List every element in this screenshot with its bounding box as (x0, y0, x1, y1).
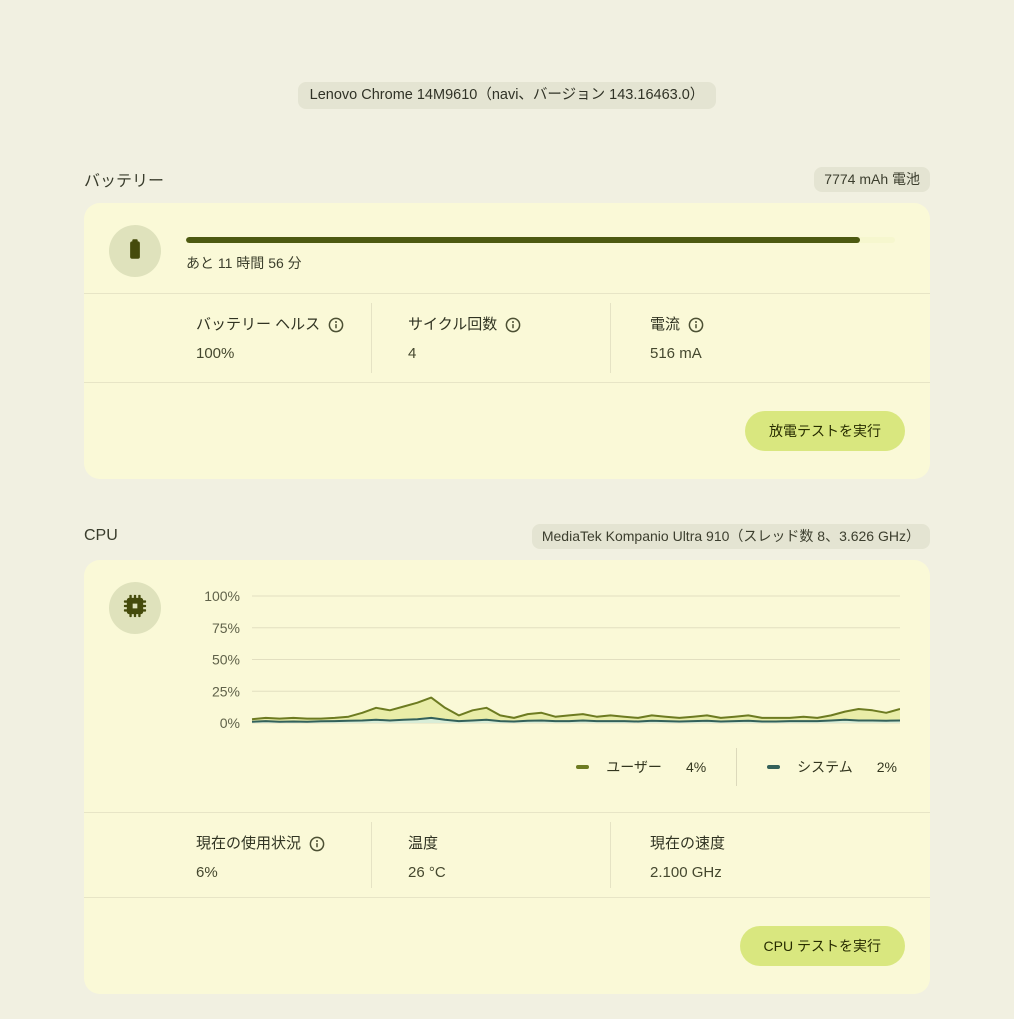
cpu-card: 100% 75% 50% 25% 0% ユーザー 4% システム 2% 現在の使 (84, 560, 930, 994)
svg-text:25%: 25% (212, 683, 240, 699)
cpu-chart-row: 100% 75% 50% 25% 0% ユーザー 4% システム 2% (84, 560, 930, 812)
current-value: 516 mA (650, 345, 702, 362)
battery-progress-fill (186, 237, 860, 243)
cpu-chart-legend: ユーザー 4% システム 2% (576, 748, 897, 786)
battery-health-label: バッテリー ヘルス (196, 316, 321, 333)
user-series-name: ユーザー (606, 759, 662, 775)
cpu-usage-stat: 現在の使用状況 6% (84, 813, 371, 897)
cpu-chip-icon (121, 592, 149, 625)
cpu-usage-label: 現在の使用状況 (196, 835, 302, 852)
cycle-count-value: 4 (408, 345, 417, 362)
battery-capacity-badge: 7774 mAh 電池 (814, 166, 930, 192)
cpu-temperature-value: 26 °C (408, 864, 446, 881)
cpu-section-title: CPU (84, 527, 118, 544)
legend-divider (736, 748, 738, 786)
current-stat: 電流 516 mA (611, 294, 930, 382)
battery-charge-main: あと 11 時間 56 分 (186, 225, 895, 293)
battery-stats-row: バッテリー ヘルス 100% サイクル回数 (84, 294, 930, 382)
svg-text:50%: 50% (212, 652, 240, 668)
card-divider (84, 812, 930, 813)
cpu-model-badge: MediaTek Kompanio Ultra 910（スレッド数 8、3.62… (531, 523, 930, 549)
battery-icon-circle (109, 225, 161, 277)
device-info-chip: Lenovo Chrome 14M9610（navi、バージョン 143.164… (297, 82, 717, 109)
cpu-speed-label: 現在の速度 (650, 835, 726, 852)
stat-divider (610, 303, 611, 373)
cpu-temperature-stat: 温度 26 °C (372, 813, 610, 897)
svg-text:100%: 100% (204, 588, 240, 604)
battery-health-stat: バッテリー ヘルス 100% (84, 294, 371, 382)
cpu-usage-value: 6% (196, 864, 218, 881)
cpu-section-header: CPU MediaTek Kompanio Ultra 910（スレッド数 8、… (84, 523, 930, 549)
battery-charge-row: あと 11 時間 56 分 (84, 203, 930, 293)
diagnostics-page: バッテリー 7774 mAh 電池 あと 11 時間 56 分 (84, 166, 930, 994)
stat-divider (610, 822, 611, 888)
info-icon[interactable] (688, 317, 704, 333)
user-series-swatch (576, 765, 590, 769)
cpu-button-row: CPU テストを実行 (84, 898, 930, 994)
battery-section-title: バッテリー (84, 173, 165, 190)
svg-text:0%: 0% (220, 715, 240, 728)
battery-card: あと 11 時間 56 分 バッテリー ヘルス 100% サイク (84, 203, 930, 479)
battery-section-header: バッテリー 7774 mAh 電池 (84, 166, 930, 192)
battery-health-value: 100% (196, 345, 235, 362)
cpu-usage-chart: 100% 75% 50% 25% 0% (204, 588, 900, 728)
current-label: 電流 (650, 316, 681, 333)
info-icon[interactable] (309, 836, 325, 852)
card-divider (84, 897, 930, 898)
system-series-value: 2% (876, 759, 897, 775)
battery-progress-bar (186, 237, 895, 243)
system-series-swatch (767, 765, 781, 769)
cpu-stats-row: 現在の使用状況 6% 温度 26 °C 現在の速度 (84, 813, 930, 897)
user-series-value: 4% (685, 759, 707, 775)
card-divider (84, 382, 930, 383)
system-series-name: システム (797, 759, 853, 775)
cycle-count-stat: サイクル回数 4 (372, 294, 610, 382)
battery-time-remaining: あと 11 時間 56 分 (186, 255, 302, 271)
run-cpu-test-button[interactable]: CPU テストを実行 (739, 926, 905, 966)
legend-item-user: ユーザー 4% (576, 757, 706, 777)
battery-icon (122, 236, 148, 267)
info-icon[interactable] (505, 317, 521, 333)
stat-divider (371, 303, 372, 373)
battery-button-row: 放電テストを実行 (84, 383, 930, 479)
card-divider (84, 293, 930, 294)
cpu-icon-circle (109, 582, 161, 634)
cpu-speed-value: 2.100 GHz (650, 864, 722, 881)
run-discharge-test-button[interactable]: 放電テストを実行 (745, 411, 905, 451)
device-info-row: Lenovo Chrome 14M9610（navi、バージョン 143.164… (0, 0, 1014, 109)
svg-text:75%: 75% (212, 620, 240, 636)
cycle-count-label: サイクル回数 (408, 316, 498, 333)
cpu-speed-stat: 現在の速度 2.100 GHz (611, 813, 930, 897)
info-icon[interactable] (328, 317, 344, 333)
cpu-temperature-label: 温度 (408, 835, 439, 852)
legend-item-system: システム 2% (767, 757, 897, 777)
stat-divider (371, 822, 372, 888)
